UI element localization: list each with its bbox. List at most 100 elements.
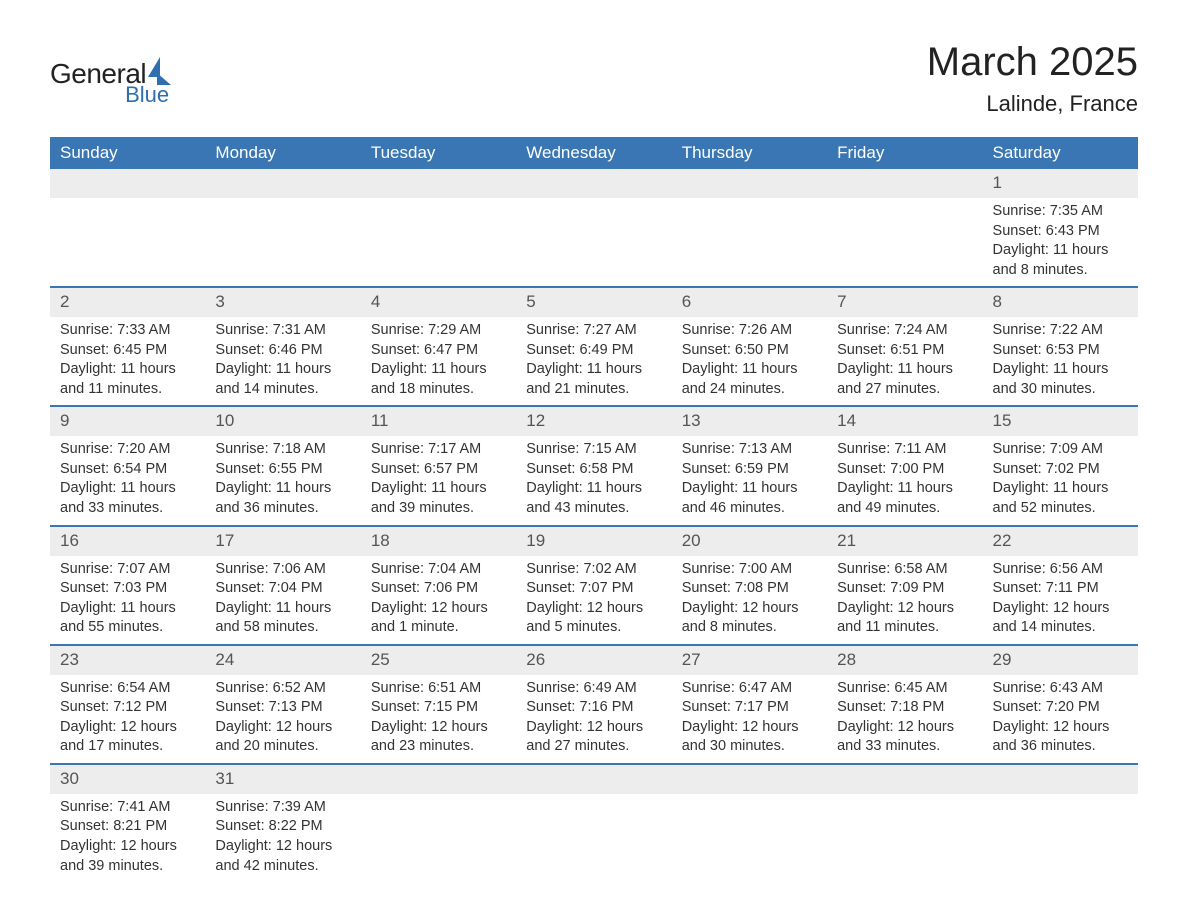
calendar-day-cell: 3Sunrise: 7:31 AMSunset: 6:46 PMDaylight…: [205, 287, 360, 406]
daylight-line: Daylight: 11 hours: [993, 360, 1128, 380]
calendar-day-cell: 8Sunrise: 7:22 AMSunset: 6:53 PMDaylight…: [983, 287, 1138, 406]
daylight-line: Daylight: 11 hours: [526, 360, 661, 380]
day-number: 17: [205, 531, 234, 550]
day-number-bar: 8: [983, 288, 1138, 317]
sunrise-line: Sunrise: 7:09 AM: [993, 440, 1128, 460]
day-number: 28: [827, 650, 856, 669]
calendar-day-cell: 2Sunrise: 7:33 AMSunset: 6:45 PMDaylight…: [50, 287, 205, 406]
sunset-line: Sunset: 7:20 PM: [993, 698, 1128, 718]
day-number: 22: [983, 531, 1012, 550]
sunrise-line: Sunrise: 7:02 AM: [526, 560, 661, 580]
sunrise-line: Sunrise: 7:17 AM: [371, 440, 506, 460]
day-number: 23: [50, 650, 79, 669]
page-header: General Blue March 2025 Lalinde, France: [50, 40, 1138, 117]
sunset-line: Sunset: 7:17 PM: [682, 698, 817, 718]
logo-sail-icon: [157, 73, 171, 85]
daylight-line: and 21 minutes.: [526, 380, 661, 400]
daylight-line: Daylight: 12 hours: [993, 718, 1128, 738]
calendar-day-cell: 16Sunrise: 7:07 AMSunset: 7:03 PMDayligh…: [50, 526, 205, 645]
day-number: 30: [50, 769, 79, 788]
day-number: 11: [361, 411, 389, 430]
calendar-day-cell: .: [672, 764, 827, 882]
daylight-line: Daylight: 12 hours: [837, 599, 972, 619]
daylight-line: and 58 minutes.: [215, 618, 350, 638]
calendar-day-cell: 27Sunrise: 6:47 AMSunset: 7:17 PMDayligh…: [672, 645, 827, 764]
sunrise-line: Sunrise: 7:39 AM: [215, 798, 350, 818]
day-number-bar: 20: [672, 527, 827, 556]
brand-logo: General Blue: [50, 60, 171, 106]
calendar-day-cell: 1Sunrise: 7:35 AMSunset: 6:43 PMDaylight…: [983, 169, 1138, 287]
calendar-day-cell: 4Sunrise: 7:29 AMSunset: 6:47 PMDaylight…: [361, 287, 516, 406]
daylight-line: and 49 minutes.: [837, 499, 972, 519]
day-number-bar: 7: [827, 288, 982, 317]
daylight-line: Daylight: 11 hours: [371, 479, 506, 499]
weekday-header: Friday: [827, 137, 982, 169]
day-number-bar: 23: [50, 646, 205, 675]
sunrise-line: Sunrise: 6:52 AM: [215, 679, 350, 699]
sunset-line: Sunset: 6:55 PM: [215, 460, 350, 480]
calendar-day-cell: .: [50, 169, 205, 287]
weekday-header: Monday: [205, 137, 360, 169]
calendar-day-cell: 28Sunrise: 6:45 AMSunset: 7:18 PMDayligh…: [827, 645, 982, 764]
day-number-bar: 22: [983, 527, 1138, 556]
calendar-day-cell: 22Sunrise: 6:56 AMSunset: 7:11 PMDayligh…: [983, 526, 1138, 645]
daylight-line: Daylight: 12 hours: [371, 718, 506, 738]
day-number: 8: [983, 292, 1002, 311]
calendar-day-cell: 17Sunrise: 7:06 AMSunset: 7:04 PMDayligh…: [205, 526, 360, 645]
sunset-line: Sunset: 6:51 PM: [837, 341, 972, 361]
weekday-header: Saturday: [983, 137, 1138, 169]
daylight-line: and 39 minutes.: [60, 857, 195, 877]
weekday-header: Thursday: [672, 137, 827, 169]
sunset-line: Sunset: 7:04 PM: [215, 579, 350, 599]
daylight-line: Daylight: 12 hours: [837, 718, 972, 738]
sunrise-line: Sunrise: 7:11 AM: [837, 440, 972, 460]
day-number-bar: 16: [50, 527, 205, 556]
day-number: 24: [205, 650, 234, 669]
daylight-line: and 33 minutes.: [837, 737, 972, 757]
calendar-day-cell: 30Sunrise: 7:41 AMSunset: 8:21 PMDayligh…: [50, 764, 205, 882]
day-number: 13: [672, 411, 701, 430]
day-number-bar: 1: [983, 169, 1138, 198]
sunrise-line: Sunrise: 7:29 AM: [371, 321, 506, 341]
day-number-bar: 21: [827, 527, 982, 556]
daylight-line: and 52 minutes.: [993, 499, 1128, 519]
day-number: 1: [983, 173, 1002, 192]
day-number-bar: 3: [205, 288, 360, 317]
calendar-day-cell: 24Sunrise: 6:52 AMSunset: 7:13 PMDayligh…: [205, 645, 360, 764]
day-number: 31: [205, 769, 234, 788]
day-number-bar: 14: [827, 407, 982, 436]
sunset-line: Sunset: 7:08 PM: [682, 579, 817, 599]
calendar-day-cell: .: [983, 764, 1138, 882]
daylight-line: and 8 minutes.: [682, 618, 817, 638]
daylight-line: and 36 minutes.: [993, 737, 1128, 757]
day-number-bar: 9: [50, 407, 205, 436]
sunrise-line: Sunrise: 7:20 AM: [60, 440, 195, 460]
calendar-day-cell: 18Sunrise: 7:04 AMSunset: 7:06 PMDayligh…: [361, 526, 516, 645]
sunset-line: Sunset: 7:02 PM: [993, 460, 1128, 480]
sunset-line: Sunset: 6:47 PM: [371, 341, 506, 361]
day-number: 25: [361, 650, 390, 669]
sunrise-line: Sunrise: 6:47 AM: [682, 679, 817, 699]
sunset-line: Sunset: 7:16 PM: [526, 698, 661, 718]
day-number: 3: [205, 292, 224, 311]
day-number: 26: [516, 650, 545, 669]
daylight-line: Daylight: 11 hours: [837, 479, 972, 499]
daylight-line: Daylight: 11 hours: [682, 479, 817, 499]
sunset-line: Sunset: 6:46 PM: [215, 341, 350, 361]
sunset-line: Sunset: 6:59 PM: [682, 460, 817, 480]
calendar-day-cell: 6Sunrise: 7:26 AMSunset: 6:50 PMDaylight…: [672, 287, 827, 406]
sunset-line: Sunset: 6:54 PM: [60, 460, 195, 480]
day-number: 2: [50, 292, 69, 311]
sunrise-line: Sunrise: 7:15 AM: [526, 440, 661, 460]
calendar-day-cell: .: [827, 764, 982, 882]
day-number: 9: [50, 411, 69, 430]
sunrise-line: Sunrise: 7:18 AM: [215, 440, 350, 460]
sunset-line: Sunset: 6:58 PM: [526, 460, 661, 480]
sunrise-line: Sunrise: 6:45 AM: [837, 679, 972, 699]
day-number-bar: 15: [983, 407, 1138, 436]
sunset-line: Sunset: 6:49 PM: [526, 341, 661, 361]
calendar-day-cell: 12Sunrise: 7:15 AMSunset: 6:58 PMDayligh…: [516, 406, 671, 525]
day-number-bar: 12: [516, 407, 671, 436]
day-number: 29: [983, 650, 1012, 669]
calendar-week-row: 30Sunrise: 7:41 AMSunset: 8:21 PMDayligh…: [50, 764, 1138, 882]
